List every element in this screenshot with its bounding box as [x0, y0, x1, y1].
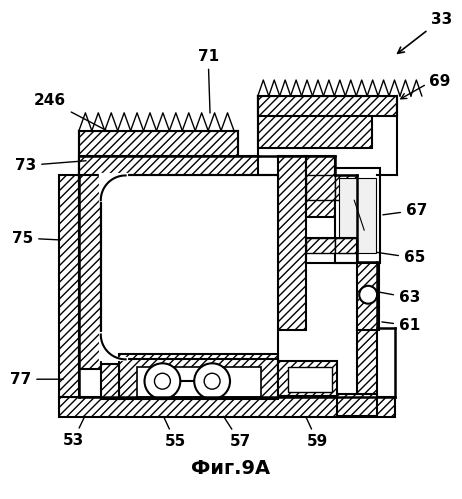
Bar	[278, 156, 305, 329]
Bar	[101, 364, 119, 399]
Bar	[79, 156, 258, 178]
Circle shape	[204, 373, 220, 389]
Circle shape	[359, 286, 377, 304]
Polygon shape	[79, 113, 92, 131]
Polygon shape	[131, 113, 144, 131]
Polygon shape	[302, 80, 312, 96]
Bar	[305, 156, 335, 217]
Bar	[335, 169, 380, 263]
Polygon shape	[356, 80, 367, 96]
Text: 33: 33	[398, 12, 452, 53]
Bar	[340, 179, 376, 253]
Polygon shape	[157, 113, 170, 131]
Bar	[357, 176, 379, 329]
Circle shape	[154, 373, 170, 389]
Polygon shape	[105, 113, 118, 131]
Polygon shape	[323, 80, 334, 96]
Text: 75: 75	[12, 231, 60, 246]
Text: 55: 55	[164, 417, 186, 449]
Polygon shape	[400, 80, 411, 96]
Bar	[337, 394, 377, 416]
Bar	[119, 354, 278, 399]
Bar	[59, 176, 79, 397]
Text: 59: 59	[306, 417, 328, 449]
Polygon shape	[269, 80, 280, 96]
Polygon shape	[144, 113, 157, 131]
Polygon shape	[367, 80, 378, 96]
Bar	[278, 361, 337, 396]
Polygon shape	[208, 113, 221, 131]
Text: 57: 57	[224, 416, 250, 449]
Bar	[288, 367, 332, 392]
Bar	[305, 238, 357, 263]
Text: 77: 77	[10, 372, 63, 387]
Circle shape	[194, 363, 230, 399]
Bar	[79, 131, 238, 183]
Polygon shape	[221, 113, 234, 131]
Bar	[305, 238, 335, 253]
Bar	[59, 397, 395, 417]
Bar	[357, 327, 377, 397]
Polygon shape	[334, 80, 345, 96]
Bar	[258, 96, 397, 116]
Bar	[335, 176, 357, 200]
Polygon shape	[258, 80, 269, 96]
Polygon shape	[280, 80, 291, 96]
Polygon shape	[291, 80, 302, 96]
Bar	[258, 96, 372, 148]
Polygon shape	[195, 113, 208, 131]
Polygon shape	[378, 80, 389, 96]
Text: 69: 69	[429, 73, 450, 88]
Polygon shape	[118, 113, 131, 131]
Text: 67: 67	[383, 203, 427, 218]
Text: 73: 73	[15, 158, 86, 173]
Polygon shape	[312, 80, 323, 96]
Polygon shape	[92, 113, 105, 131]
Polygon shape	[182, 113, 195, 131]
Polygon shape	[170, 113, 182, 131]
Polygon shape	[411, 80, 422, 96]
Bar	[101, 176, 278, 359]
Bar	[137, 367, 261, 397]
Circle shape	[145, 363, 180, 399]
Bar	[79, 176, 101, 369]
Polygon shape	[345, 80, 356, 96]
Text: Фиг.9А: Фиг.9А	[191, 459, 271, 478]
Text: 246: 246	[34, 93, 108, 131]
Text: 61: 61	[382, 318, 420, 333]
Bar	[335, 238, 357, 253]
Text: 71: 71	[198, 49, 219, 113]
Text: 53: 53	[62, 417, 85, 448]
Text: 65: 65	[377, 250, 426, 265]
Bar	[305, 176, 335, 200]
Text: 63: 63	[380, 290, 420, 305]
Polygon shape	[389, 80, 400, 96]
